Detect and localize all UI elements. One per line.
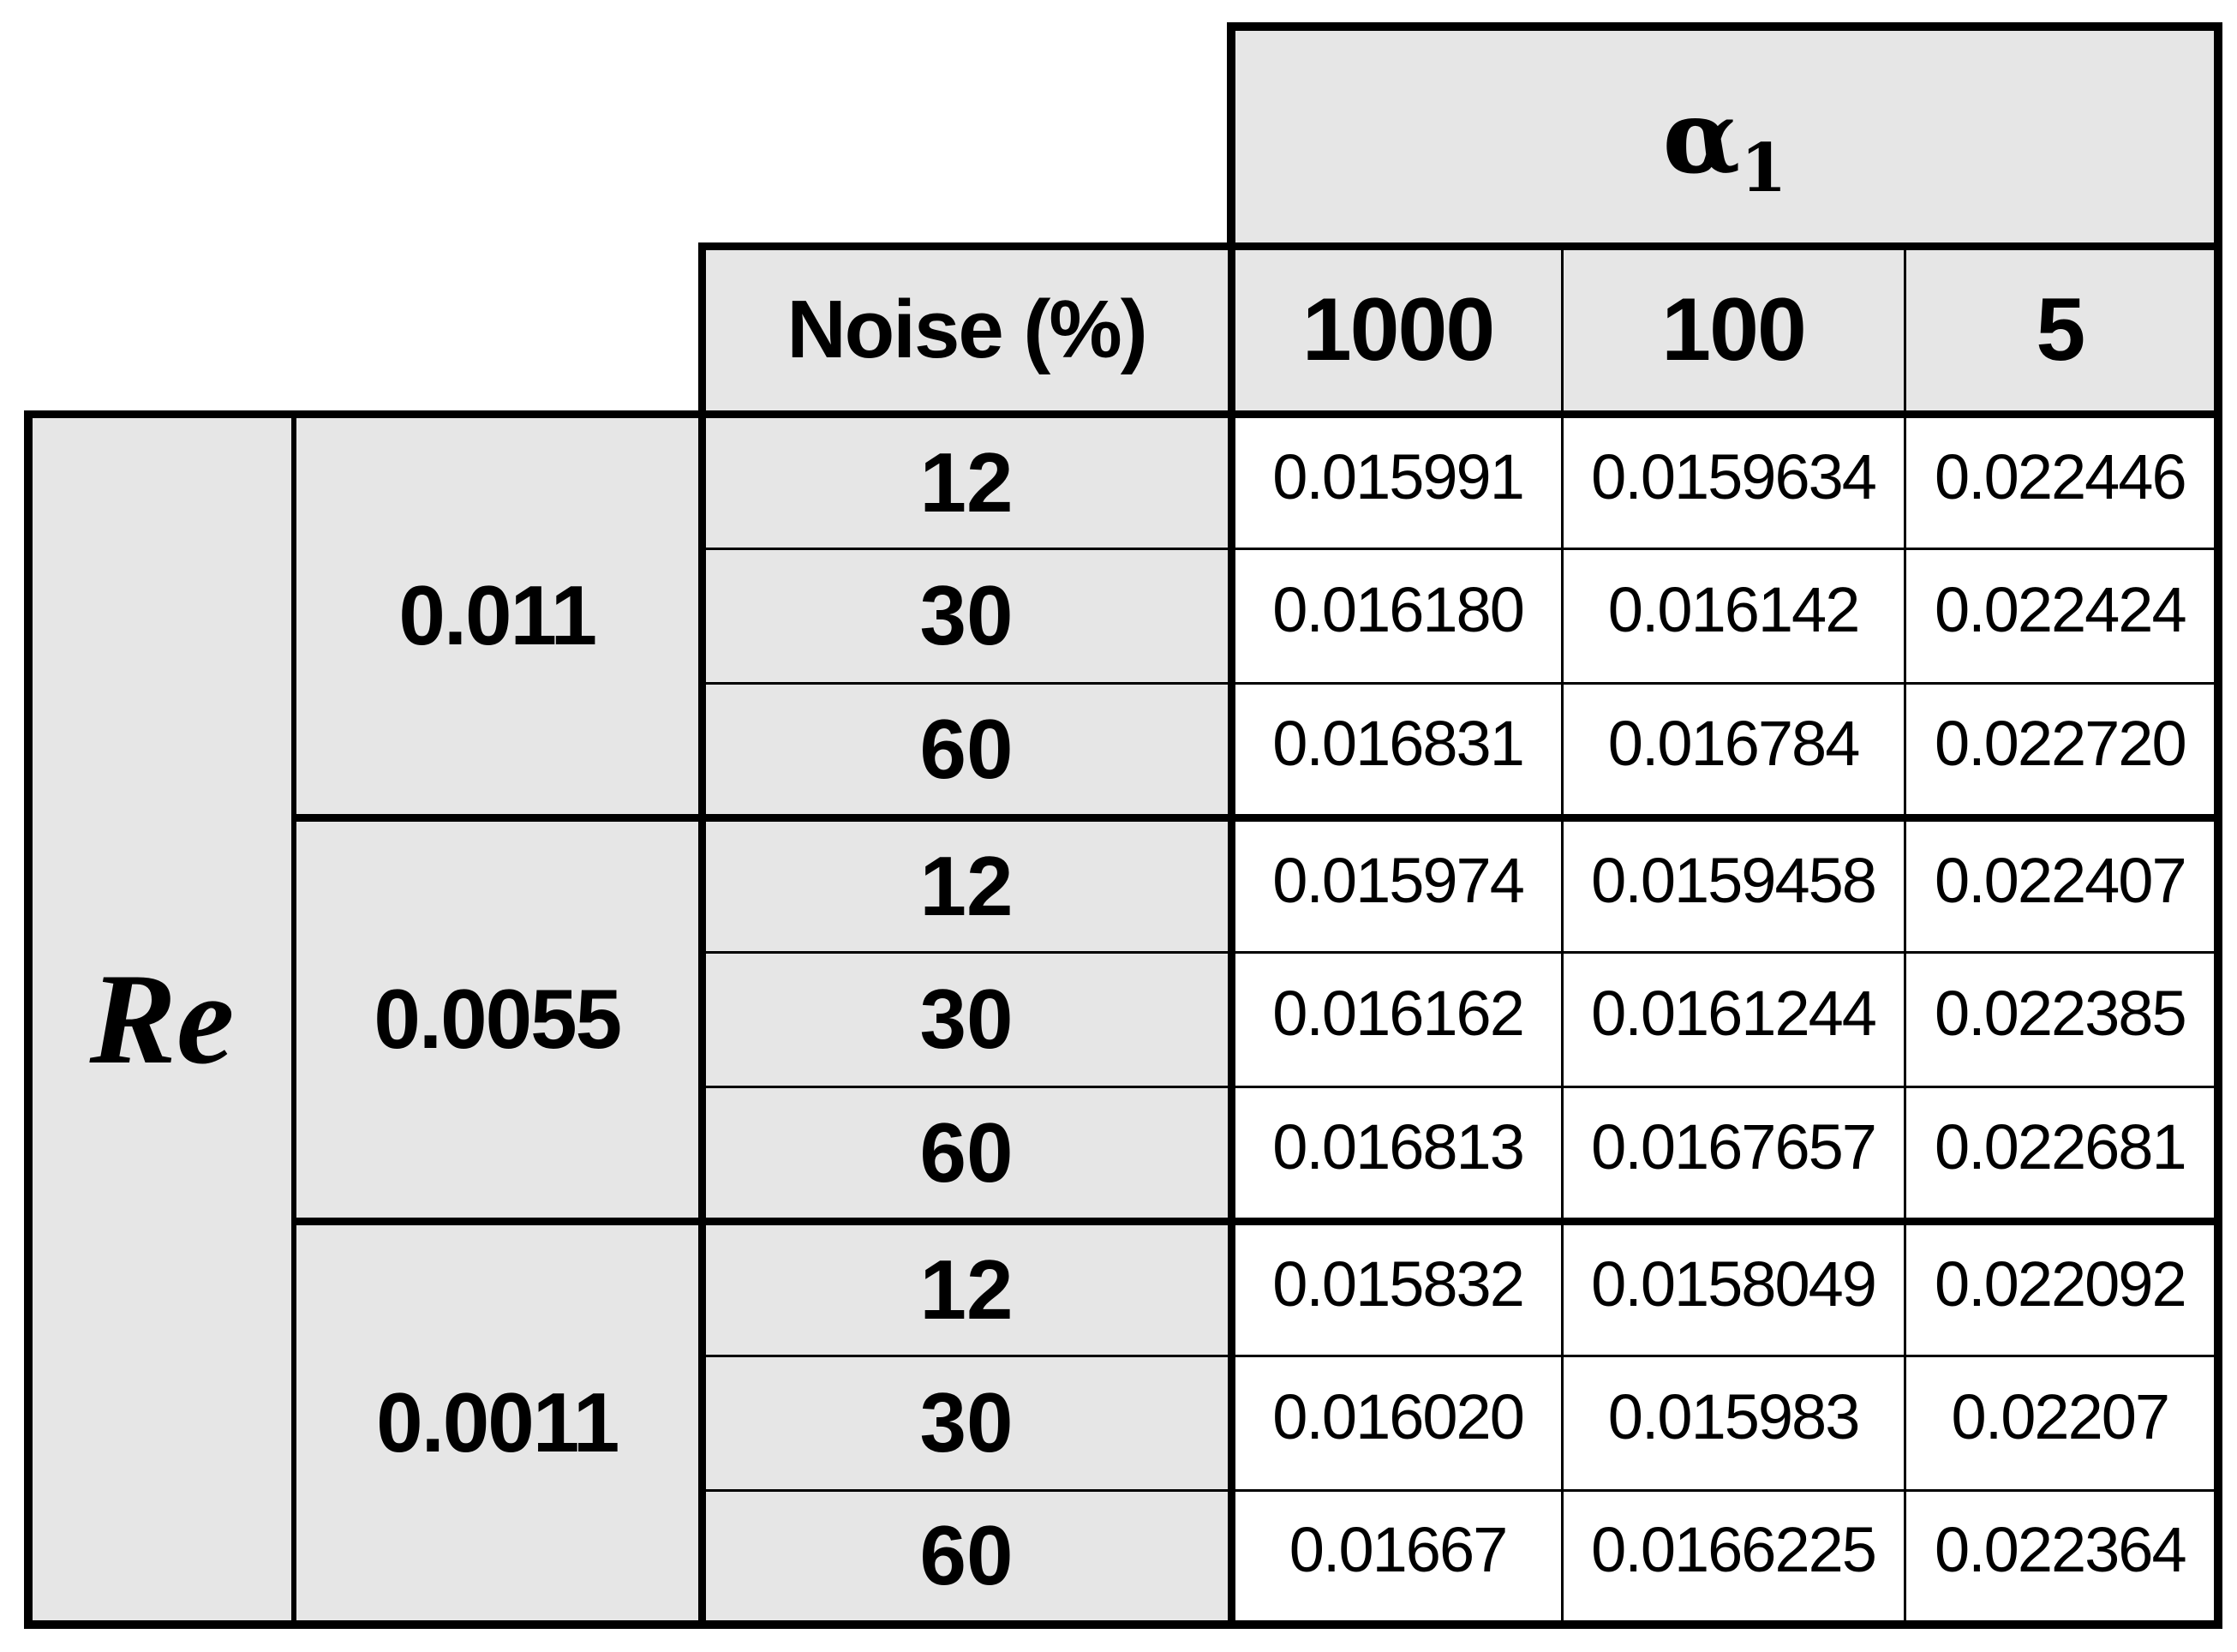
value-cell: 0.022681: [1903, 1085, 2223, 1225]
re-symbol-header: Re: [24, 410, 296, 1629]
value-cell: 0.02207: [1903, 1354, 2223, 1492]
noise-level-cell: 12: [700, 412, 1235, 550]
alpha-col-header-1000: 1000: [1229, 244, 1564, 418]
value-cell: 0.0159634: [1560, 412, 1906, 550]
noise-level-cell: 12: [700, 1219, 1235, 1357]
results-table: α1 Noise (%) 1000 100 5 Re 0.011 12 0.01…: [24, 22, 2223, 1629]
alpha-subscript: 1: [1740, 129, 1787, 207]
value-cell: 0.0161244: [1560, 950, 1906, 1088]
value-cell: 0.022446: [1903, 412, 2223, 550]
table-row: Re 0.011 12 0.015991 0.0159634 0.022446: [24, 410, 2223, 1629]
blank-step: [28, 246, 702, 414]
alpha-col-header-5: 5: [1903, 244, 2223, 418]
alpha-header-row: α1: [28, 22, 2223, 250]
table-row: 30 0.016162 0.0161244 0.022385: [28, 950, 2223, 1088]
noise-level-cell: 60: [700, 1488, 1235, 1629]
table-row: 0.0055 12 0.015974 0.0159458 0.022407: [28, 813, 2223, 1223]
noise-level-cell: 60: [700, 1085, 1235, 1225]
value-cell: 0.016180: [1229, 547, 1564, 685]
table-row: 60 0.016831 0.016784 0.022720: [28, 681, 2223, 822]
value-cell: 0.016813: [1229, 1085, 1564, 1225]
blank-corner: [28, 27, 1232, 246]
value-cell: 0.015974: [1229, 816, 1564, 954]
noise-level-cell: 30: [700, 1354, 1235, 1492]
column-header-row: Noise (%) 1000 100 5: [28, 242, 2223, 418]
alpha1-header: α1: [1227, 22, 2223, 250]
value-cell: 0.022092: [1903, 1219, 2223, 1357]
value-cell: 0.015983: [1560, 1354, 1906, 1492]
value-cell: 0.016162: [1229, 950, 1564, 1088]
alpha-col-header-100: 100: [1560, 244, 1906, 418]
value-cell: 0.0159458: [1560, 816, 1906, 954]
value-cell: 0.022720: [1903, 681, 2223, 822]
table-row: 30 0.016180 0.016142 0.022424: [28, 547, 2223, 685]
table-row: 60 0.016813 0.0167657 0.022681: [28, 1085, 2223, 1225]
value-cell: 0.016784: [1560, 681, 1906, 822]
re-value-header-00011: 0.0011: [292, 1217, 706, 1629]
table-row: 30 0.016020 0.015983 0.02207: [28, 1354, 2223, 1492]
noise-level-cell: 30: [700, 547, 1235, 685]
value-cell: 0.016831: [1229, 681, 1564, 822]
noise-level-cell: 60: [700, 681, 1235, 822]
value-cell: 0.0167657: [1560, 1085, 1906, 1225]
value-cell: 0.022407: [1903, 816, 2223, 954]
value-cell: 0.022424: [1903, 547, 2223, 685]
alpha-symbol: α: [1662, 76, 1741, 196]
table-row: 60 0.01667 0.0166225 0.022364: [28, 1488, 2223, 1629]
table-row: 0.0011 12 0.015832 0.0158049 0.022092: [28, 1217, 2223, 1629]
value-cell: 0.016142: [1560, 547, 1906, 685]
value-cell: 0.01667: [1229, 1488, 1564, 1629]
value-cell: 0.015832: [1229, 1219, 1564, 1357]
value-cell: 0.0166225: [1560, 1488, 1906, 1629]
value-cell: 0.0158049: [1560, 1219, 1906, 1357]
re-value-header-0011: 0.011: [292, 410, 706, 819]
value-cell: 0.022385: [1903, 950, 2223, 1088]
noise-level-cell: 12: [700, 816, 1235, 954]
noise-percent-header: Noise (%): [697, 242, 1235, 418]
value-cell: 0.016020: [1229, 1354, 1564, 1492]
value-cell: 0.015991: [1229, 412, 1564, 550]
noise-level-cell: 30: [700, 950, 1235, 1088]
value-cell: 0.022364: [1903, 1488, 2223, 1629]
re-value-header-00055: 0.0055: [292, 813, 706, 1223]
